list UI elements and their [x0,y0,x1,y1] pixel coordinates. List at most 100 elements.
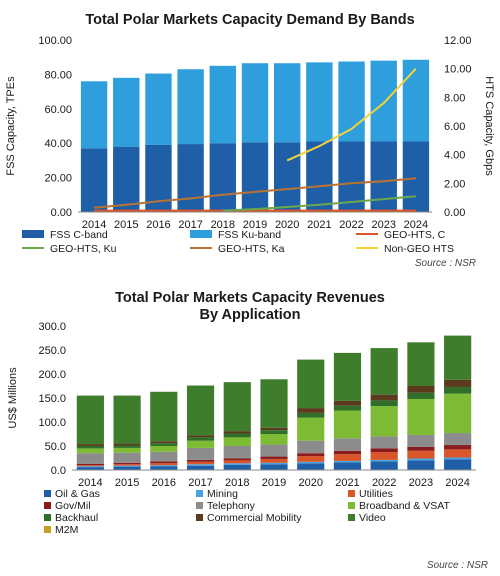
bar-gov-mil [186,459,215,462]
bar-commercial-mobility [260,427,288,431]
chart-title: Total Polar Markets Capacity Revenues By … [115,290,385,323]
bar-broadband-vsat [76,448,104,454]
legend-swatch [22,230,44,238]
bar-fss-ku-band [402,59,430,142]
bar-broadband-vsat [333,410,362,439]
bar-telephony [113,452,141,463]
bar-gov-mil [297,453,325,457]
bar-telephony [370,436,398,449]
bar-mining [370,459,398,462]
legend-label: Commercial Mobility [207,512,302,524]
legend-label: Oil & Gas [55,488,100,500]
bar-video [333,352,362,401]
y-tick-label: 20.00 [44,173,72,185]
y-tick-label: 0.00 [51,207,72,219]
legend-swatch [196,514,203,521]
bar-mining [444,457,472,460]
bar-commercial-mobility [150,441,178,444]
x-tick-label: 2016 [152,477,176,489]
bar-backhaul [333,405,362,411]
legend-swatch [348,502,355,509]
y-right-tick-label: 2.00 [444,178,465,190]
bar-oil-gas [76,467,104,470]
bar-video [223,382,251,432]
bar-utilities [186,461,215,465]
legend-swatch [44,514,51,521]
bar-video [76,395,104,445]
bar-commercial-mobility [297,408,325,413]
bar-mining [113,465,141,467]
y-right-tick-label: 12.00 [444,35,472,47]
bar-fss-ku-band [177,69,204,145]
y-tick-label: 100.00 [38,35,72,47]
legend-label: GEO-HTS, C [384,229,446,241]
bar-backhaul [407,392,435,399]
line-geo-hts-ka [94,177,416,209]
source-note: Source : NSR [415,258,476,269]
bar-mining [297,461,325,464]
bar-telephony [260,444,288,457]
bar-video [407,342,435,386]
bar-broadband-vsat [186,440,215,448]
x-tick-label: 2021 [307,219,331,231]
bar-fss-c-band [370,141,397,212]
bar-utilities [297,456,325,462]
bar-backhaul [113,445,141,448]
bar-backhaul [223,433,251,438]
legend-swatch [44,526,51,533]
bar-fss-c-band [241,142,269,212]
x-tick-label: 2014 [78,477,102,489]
y-tick-label: 100.0 [38,417,66,429]
bar-mining [223,463,251,465]
bar-utilities [260,458,288,463]
bar-video [150,391,178,442]
bar-oil-gas [444,459,472,470]
x-tick-label: 2022 [372,477,396,489]
y-axis-label: FSS Capacity, TPEs [5,76,17,176]
bar-utilities [150,463,178,466]
y-tick-label: 300.0 [38,321,66,333]
x-tick-label: 2015 [114,219,138,231]
y-tick-label: 150.0 [38,393,66,405]
bar-gov-mil [76,463,104,466]
capacity-demand-chart: Total Polar Markets Capacity Demand By B… [5,12,495,269]
x-tick-label: 2014 [82,219,106,231]
line-non-geo-hts [286,68,417,162]
legend-label: Video [359,512,386,524]
bar-fss-c-band [80,148,108,212]
bar-telephony [186,447,215,460]
bar-commercial-mobility [113,443,141,446]
bar-mining [186,464,215,466]
bar-mining [333,460,362,463]
bar-video [444,335,472,380]
bar-gov-mil [370,448,398,453]
bar-broadband-vsat [444,393,472,434]
x-tick-label: 2016 [146,219,170,231]
bar-broadband-vsat [223,437,251,446]
y-right-tick-label: 0.00 [444,207,465,219]
x-tick-label: 2024 [445,477,469,489]
bar-broadband-vsat [113,447,141,453]
bar-gov-mil [444,445,472,450]
bar-video [297,359,325,409]
bar-oil-gas [333,462,362,470]
bar-commercial-mobility [370,394,398,401]
bar-gov-mil [150,461,178,464]
bar-fss-ku-band [273,63,301,143]
bar-gov-mil [407,446,435,451]
legend-label: Utilities [359,488,393,500]
bar-fss-ku-band [145,73,172,145]
bar-utilities [223,460,251,464]
bar-commercial-mobility [223,431,251,434]
bar-oil-gas [223,464,251,470]
bar-backhaul [297,412,325,418]
bar-telephony [76,453,104,464]
bar-utilities [333,454,362,461]
bar-utilities [444,449,472,458]
bar-backhaul [444,386,472,394]
legend-label: Broadband & VSAT [359,500,450,512]
y-tick-label: 60.00 [44,104,72,116]
bar-backhaul [260,430,288,434]
y-tick-label: 50.0 [45,441,66,453]
